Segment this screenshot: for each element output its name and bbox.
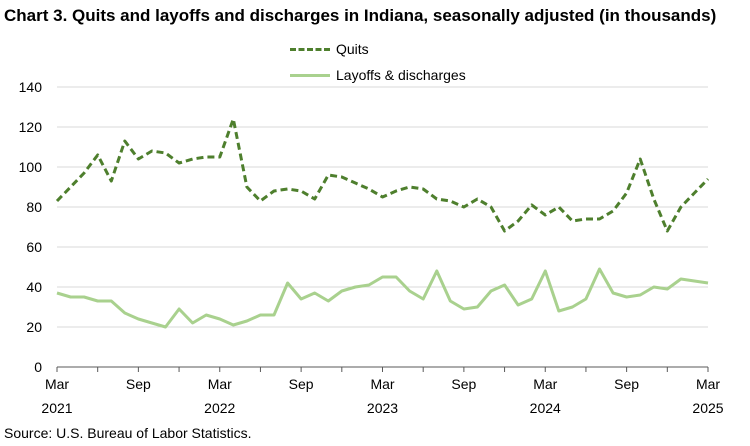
y-tick-label: 0 [34,359,42,375]
x-tick-label-month: Sep [126,376,151,392]
y-tick-label: 20 [26,319,42,335]
chart-title: Chart 3. Quits and layoffs and discharge… [4,6,717,25]
x-tick-label-year: 2023 [367,400,398,416]
y-tick-label: 60 [26,239,42,255]
x-tick-label-month: Mar [370,376,394,392]
y-tick-label: 120 [19,119,43,135]
legend-item-layoffs: Layoffs & discharges [290,62,466,88]
y-tick-label: 100 [19,159,43,175]
y-tick-label: 40 [26,279,42,295]
legend-label-layoffs: Layoffs & discharges [336,67,466,83]
y-tick-label: 80 [26,199,42,215]
x-tick-label-year: 2022 [204,400,235,416]
y-axis: 0 20 40 60 80 100 120 140 [19,79,43,375]
x-tick-label-year: 2021 [41,400,72,416]
x-tick-label-month: Sep [451,376,476,392]
series-line-layoffs [56,267,709,329]
x-tick-label-month: Mar [533,376,557,392]
legend-swatch-quits [290,47,330,51]
legend-swatch-layoffs [290,73,330,77]
x-tick-label-year: 2024 [530,400,561,416]
x-tick-label-month: Mar [45,376,69,392]
source-note: Source: U.S. Bureau of Labor Statistics. [4,425,252,441]
x-tick-label-month: Sep [289,376,314,392]
series-line-quits [55,117,710,233]
legend-item-quits: Quits [290,36,466,62]
series-lines [55,117,710,329]
x-tick-label-month: Sep [614,376,639,392]
legend-label-quits: Quits [336,41,369,57]
x-tick-label-month: Mar [696,376,720,392]
gridlines [57,86,708,328]
legend: Quits Layoffs & discharges [290,36,466,88]
x-axis: Mar 2021 Sep Mar 2022 Sep Mar 2023 Sep Mar 2024 Sep… [41,366,724,416]
x-tick-label-year: 2025 [692,400,723,416]
x-tick-label-month: Mar [208,376,232,392]
y-tick-label: 140 [19,79,43,95]
